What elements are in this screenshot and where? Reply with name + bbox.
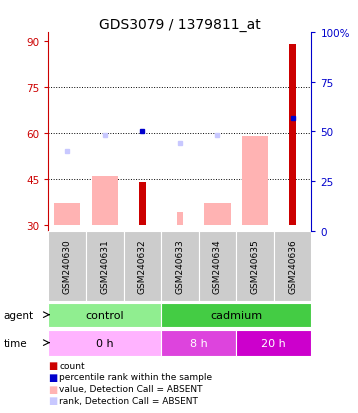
Bar [161,231,199,301]
Bar [236,330,311,356]
Text: GSM240632: GSM240632 [138,239,147,294]
Title: GDS3079 / 1379811_at: GDS3079 / 1379811_at [99,18,261,32]
Text: 0 h: 0 h [96,338,113,348]
Text: control: control [86,310,124,320]
Bar [204,204,231,225]
Bar [176,213,183,225]
Text: GSM240633: GSM240633 [175,239,184,294]
Text: ■: ■ [48,395,58,405]
Text: GSM240631: GSM240631 [100,239,109,294]
Text: percentile rank within the sample: percentile rank within the sample [59,373,212,382]
Text: 8 h: 8 h [190,338,208,348]
Text: count: count [59,361,85,370]
Text: ■: ■ [48,372,58,382]
Bar [252,222,258,225]
Text: GSM240634: GSM240634 [213,239,222,294]
Bar [236,231,274,301]
Bar [161,330,236,356]
Bar [139,183,146,225]
Bar [161,303,311,327]
Text: GSM240630: GSM240630 [63,239,72,294]
Bar [92,176,118,225]
Text: ■: ■ [48,384,58,394]
Bar [101,222,108,225]
Text: cadmium: cadmium [210,310,262,320]
Bar [274,231,311,301]
Bar [214,216,221,225]
Bar [64,219,71,225]
Text: ■: ■ [48,361,58,370]
Text: agent: agent [4,310,34,320]
Bar [48,303,161,327]
Bar [242,137,268,225]
Bar [54,204,80,225]
Text: time: time [4,338,27,348]
Text: 20 h: 20 h [261,338,286,348]
Text: value, Detection Call = ABSENT: value, Detection Call = ABSENT [59,384,203,393]
Bar [48,231,86,301]
Bar [199,231,236,301]
Bar [86,231,124,301]
Bar [124,231,161,301]
Bar [48,330,161,356]
Text: rank, Detection Call = ABSENT: rank, Detection Call = ABSENT [59,396,198,405]
Text: GSM240636: GSM240636 [288,239,297,294]
Text: GSM240635: GSM240635 [251,239,260,294]
Bar [289,45,296,225]
